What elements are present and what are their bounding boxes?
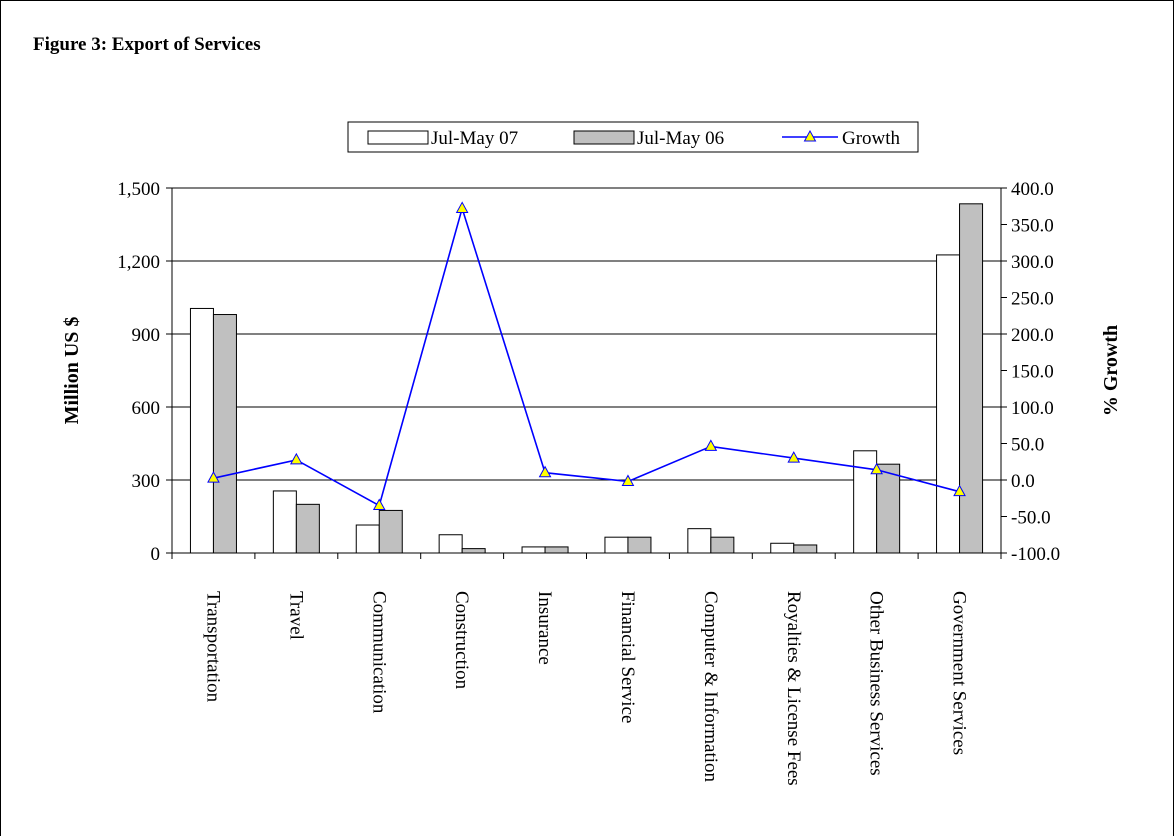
- bar-jul-may-06: [212, 314, 237, 554]
- left-tick-label: 0: [151, 544, 161, 565]
- bar-jul-may-07: [936, 254, 961, 554]
- bar-jul-may-06: [295, 503, 320, 554]
- legend-swatch: [367, 130, 429, 145]
- category-label: Construction: [451, 591, 472, 690]
- growth-marker: [953, 484, 966, 497]
- category-label: Computer & Information: [700, 591, 721, 783]
- legend-item-growth: Growth: [782, 128, 901, 149]
- category-label: Travel: [285, 591, 306, 640]
- bar-jul-may-07: [272, 490, 297, 554]
- category-label: Transportation: [202, 591, 223, 703]
- growth-line: [207, 201, 966, 511]
- left-tick-label: 300: [132, 471, 161, 492]
- bar-jul-may-06: [959, 203, 984, 554]
- growth-marker: [538, 465, 552, 478]
- growth-marker: [372, 498, 386, 511]
- category-label: Government Services: [949, 591, 970, 755]
- right-tick-label: 200.0: [1011, 325, 1054, 346]
- bar-jul-may-06: [876, 463, 901, 554]
- growth-series-line: [213, 205, 960, 507]
- growth-marker: [455, 201, 469, 213]
- right-tick-label: 100.0: [1011, 398, 1054, 419]
- right-tick-label: -50.0: [1011, 508, 1051, 529]
- left-tick-label: 600: [132, 398, 161, 419]
- bar-jul-may-07: [687, 528, 712, 554]
- legend: Jul-May 07 Jul-May 06 Growth: [347, 121, 919, 153]
- right-tick-label: 150.0: [1011, 362, 1054, 383]
- right-tick-label: 400.0: [1011, 179, 1054, 200]
- legend-label: Growth: [842, 128, 901, 149]
- left-tick-label: 1,200: [117, 252, 160, 273]
- left-tick-label: 1,500: [117, 179, 160, 200]
- gridlines: [172, 187, 1001, 481]
- growth-marker: [870, 462, 883, 475]
- category-label: Insurance: [534, 591, 555, 665]
- bar-jul-may-07: [189, 307, 214, 554]
- category-label: Communication: [368, 591, 389, 714]
- bar-jul-may-07: [355, 524, 380, 554]
- right-tick-label: 250.0: [1011, 289, 1054, 310]
- growth-marker: [621, 474, 635, 486]
- axis-labels: 0 300 600 900 1,200 1,500 -100.0 -50.0 0.0 50.0 10…: [61, 179, 1122, 786]
- right-tick-label: -100.0: [1011, 544, 1060, 565]
- right-tick-label: 300.0: [1011, 252, 1054, 273]
- y-axis-title: Million US $: [61, 317, 83, 425]
- category-label: Other Business Services: [866, 591, 887, 776]
- bar-jul-may-06: [627, 536, 652, 554]
- right-tick-label: 50.0: [1011, 435, 1044, 456]
- bar-jul-may-06: [710, 536, 735, 554]
- legend-item-jul-may-06: Jul-May 06: [573, 128, 724, 149]
- growth-marker: [207, 471, 220, 483]
- legend-marker: [803, 129, 817, 142]
- bar-jul-may-07: [438, 534, 463, 554]
- bar-jul-may-07: [770, 542, 795, 554]
- y2-axis-title: % Growth: [1100, 325, 1122, 416]
- bars: [189, 203, 984, 554]
- right-tick-label: 0.0: [1011, 471, 1035, 492]
- legend-item-jul-may-07: Jul-May 07: [367, 128, 518, 149]
- legend-label: Jul-May 07: [431, 128, 518, 149]
- figure-title: Figure 3: Export of Services: [33, 34, 261, 55]
- right-tick-label: 350.0: [1011, 216, 1054, 237]
- legend-swatch: [573, 130, 635, 145]
- legend-label: Jul-May 06: [637, 128, 724, 149]
- category-label: Royalties & License Fees: [783, 591, 804, 786]
- category-label: Financial Service: [617, 591, 638, 723]
- bar-jul-may-06: [793, 544, 818, 554]
- growth-marker: [704, 439, 718, 451]
- growth-marker: [290, 452, 303, 465]
- bar-jul-may-06: [378, 509, 403, 554]
- bar-jul-may-07: [604, 536, 629, 554]
- growth-marker: [787, 451, 801, 463]
- left-tick-label: 900: [132, 325, 161, 346]
- bar-jul-may-07: [521, 546, 546, 554]
- bar-jul-may-06: [544, 546, 569, 554]
- bar-jul-may-06: [461, 548, 486, 554]
- bar-jul-may-07: [853, 450, 878, 554]
